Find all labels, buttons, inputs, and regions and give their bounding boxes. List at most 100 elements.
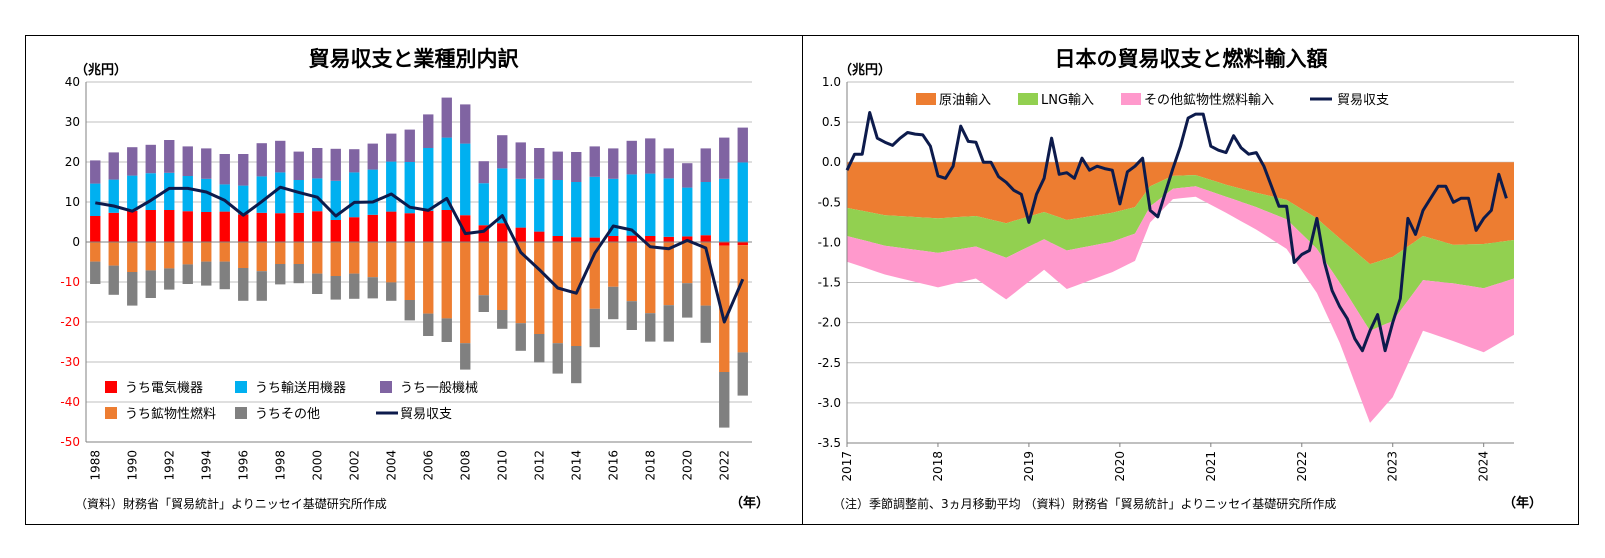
- bar-segment: [589, 242, 600, 309]
- y-tick-label: -3.5: [818, 436, 841, 450]
- bar-segment: [460, 343, 471, 370]
- bar-segment: [145, 173, 156, 210]
- bar-segment: [497, 310, 508, 329]
- x-tick-label: 2002: [347, 450, 361, 481]
- bar-segment: [441, 137, 452, 210]
- bar-segment: [238, 242, 249, 268]
- y-tick-label: -30: [60, 355, 80, 369]
- bar-segment: [219, 242, 230, 262]
- bar-segment: [534, 334, 545, 363]
- bar-segment: [201, 212, 212, 242]
- bar-segment: [404, 129, 415, 162]
- y-tick-label: -2.5: [818, 356, 841, 370]
- bar-segment: [441, 318, 452, 342]
- bar-segment: [719, 178, 730, 242]
- bar-segment: [90, 183, 101, 216]
- bar-segment: [386, 133, 397, 162]
- legend-swatch: [1018, 93, 1038, 105]
- x-tick-label: 2020: [680, 450, 694, 481]
- bar-segment: [127, 175, 138, 211]
- x-tick-label: 1998: [273, 450, 287, 481]
- bar-segment: [626, 174, 637, 236]
- y-tick-label: 10: [65, 195, 80, 209]
- bar-segment: [256, 271, 267, 301]
- x-tick-label: 2020: [1113, 451, 1127, 482]
- y-tick-label: -40: [60, 395, 80, 409]
- bar-segment: [608, 148, 619, 179]
- bar-segment: [497, 135, 508, 169]
- y-tick-label: -1.0: [818, 235, 841, 249]
- x-tick-label: 2022: [1295, 451, 1309, 482]
- bar-segment: [497, 168, 508, 224]
- bar-segment: [700, 182, 711, 236]
- legend-label: うち電気機器: [125, 380, 203, 396]
- bar-segment: [700, 235, 711, 242]
- bar-segment: [386, 282, 397, 301]
- bar-segment: [330, 148, 341, 181]
- bar-segment: [238, 154, 249, 186]
- bar-segment: [441, 242, 452, 319]
- bar-segment: [737, 245, 748, 353]
- x-tick-label: 2021: [1204, 451, 1218, 482]
- bar-segment: [608, 236, 619, 242]
- bar-segment: [571, 152, 582, 182]
- legend-swatch: [1121, 93, 1141, 105]
- right-chart-unit: （兆円）: [839, 63, 892, 78]
- bar-segment: [90, 160, 101, 184]
- y-tick-label: 0.5: [822, 115, 841, 129]
- bar-segment: [534, 231, 545, 242]
- bar-segment: [423, 114, 434, 148]
- bar-segment: [589, 146, 600, 177]
- bar-segment: [515, 142, 526, 179]
- bar-segment: [534, 148, 545, 179]
- y-tick-label: -50: [60, 435, 80, 449]
- bar-segment: [404, 300, 415, 321]
- bar-segment: [682, 283, 693, 318]
- legend-swatch: [380, 381, 392, 393]
- left-chart-x-unit: （年）: [730, 496, 770, 511]
- bar-segment: [460, 104, 471, 144]
- bar-segment: [386, 211, 397, 242]
- x-tick-label: 2012: [532, 450, 546, 481]
- left-chart-panel: 貿易収支と業種別内訳 （兆円） 40 30 20 10 0 -10 -20 -30 -40 -50…: [25, 35, 802, 525]
- bar-segment: [145, 270, 156, 298]
- bar-segment: [645, 173, 656, 236]
- x-tick-label: 1996: [236, 450, 250, 481]
- bar-segment: [478, 183, 489, 226]
- bar-segment: [182, 211, 193, 242]
- bar-segment: [256, 143, 267, 177]
- bar-segment: [145, 144, 156, 174]
- bar-segment: [404, 242, 415, 300]
- bar-segment: [534, 242, 545, 334]
- right-chart-source: （注）季節調整前、3ヵ月移動平均 （資料）財務省「貿易統計」よりニッセイ基礎研究…: [833, 497, 1337, 511]
- bar-segment: [589, 176, 600, 238]
- y-tick-label: 0.0: [822, 155, 841, 169]
- bar-segment: [645, 138, 656, 174]
- bar-segment: [571, 237, 582, 242]
- bar-segment: [423, 313, 434, 336]
- bar-segment: [719, 372, 730, 428]
- bar-segment: [256, 242, 267, 272]
- bar-segment: [682, 187, 693, 237]
- bar-segment: [737, 162, 748, 242]
- bar-segment: [608, 286, 619, 320]
- bar-segment: [164, 242, 175, 269]
- x-tick-label: 2018: [643, 450, 657, 481]
- bar-segment: [497, 223, 508, 242]
- bar-segment: [423, 210, 434, 242]
- bar-segment: [515, 227, 526, 242]
- y-tick-label: 30: [65, 115, 80, 129]
- y-tick-label: 20: [65, 155, 80, 169]
- right-chart-panel: 日本の貿易収支と燃料輸入額 （兆円） 1.0 0.5 0.0 -0.5 -1.0 -1.5…: [803, 35, 1579, 525]
- bar-segment: [663, 305, 674, 342]
- bar-segment: [645, 236, 656, 242]
- bar-segment: [293, 151, 304, 180]
- legend-label: 貿易収支: [1337, 93, 1389, 108]
- bar-segment: [682, 242, 693, 284]
- bar-segment: [626, 235, 637, 242]
- bar-segment: [201, 148, 212, 179]
- bar-segment: [164, 268, 175, 290]
- x-tick-label: 2023: [1386, 451, 1400, 482]
- bar-segment: [515, 242, 526, 324]
- area-band: [847, 162, 1514, 265]
